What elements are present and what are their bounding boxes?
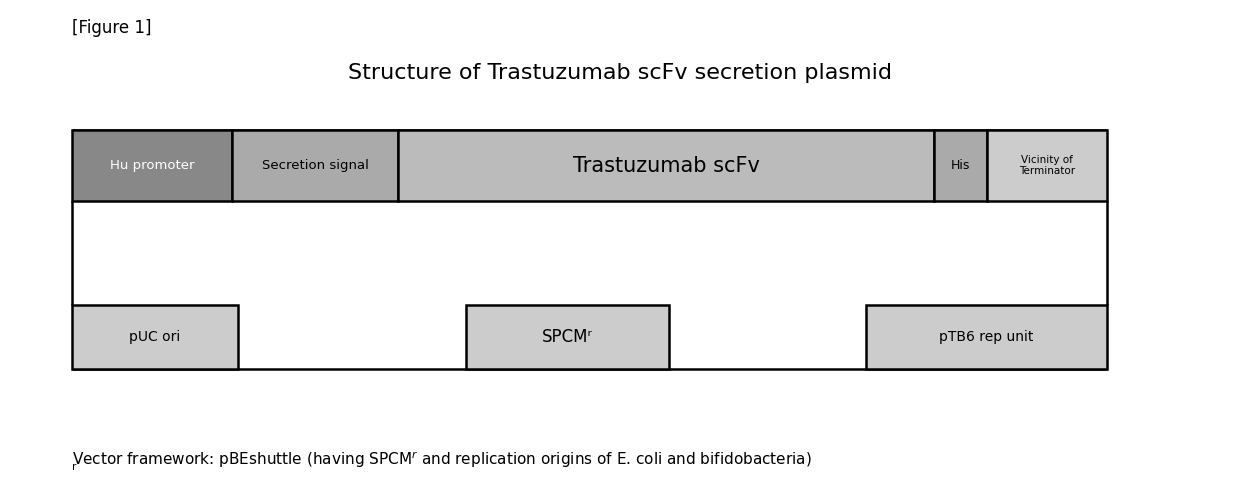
FancyBboxPatch shape bbox=[466, 305, 670, 369]
Text: Trastuzumab scFv: Trastuzumab scFv bbox=[573, 155, 760, 175]
Text: Vicinity of
Terminator: Vicinity of Terminator bbox=[1019, 155, 1075, 176]
FancyBboxPatch shape bbox=[72, 130, 232, 201]
Text: Secretion signal: Secretion signal bbox=[262, 159, 368, 172]
Text: pUC ori: pUC ori bbox=[129, 330, 181, 344]
Text: SPCMʳ: SPCMʳ bbox=[542, 328, 593, 346]
Text: [Figure 1]: [Figure 1] bbox=[72, 19, 151, 37]
Text: r: r bbox=[72, 462, 77, 472]
Text: Hu promoter: Hu promoter bbox=[109, 159, 195, 172]
Text: His: His bbox=[951, 159, 970, 172]
Text: Structure of Trastuzumab scFv secretion plasmid: Structure of Trastuzumab scFv secretion … bbox=[348, 63, 892, 83]
FancyBboxPatch shape bbox=[398, 130, 934, 201]
FancyBboxPatch shape bbox=[72, 305, 238, 369]
Text: pTB6 rep unit: pTB6 rep unit bbox=[939, 330, 1034, 344]
FancyBboxPatch shape bbox=[987, 130, 1106, 201]
FancyBboxPatch shape bbox=[867, 305, 1106, 369]
Text: Vector framework: pBEshuttle (having SPCM$^{r}$ and replication origins of E. co: Vector framework: pBEshuttle (having SPC… bbox=[72, 449, 812, 470]
FancyBboxPatch shape bbox=[934, 130, 987, 201]
FancyBboxPatch shape bbox=[232, 130, 398, 201]
